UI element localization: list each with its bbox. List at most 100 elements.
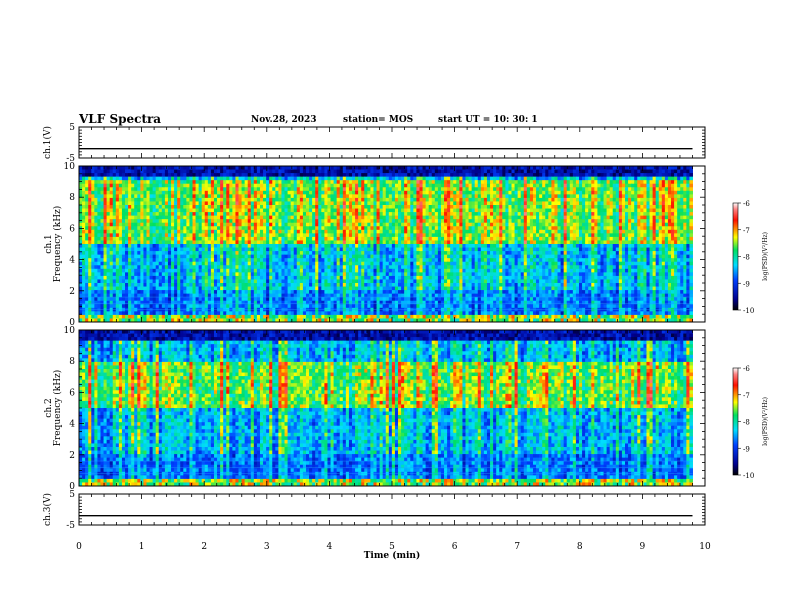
spectrogram-cell xyxy=(223,216,227,220)
spectrogram-cell xyxy=(337,223,341,227)
spectrogram-cell xyxy=(131,191,135,195)
spectrogram-cell xyxy=(288,170,292,174)
spectrogram-cell xyxy=(355,170,359,174)
spectrogram-cell xyxy=(223,184,227,188)
spectrogram-cell xyxy=(456,230,460,234)
spectrogram-cell xyxy=(607,177,611,181)
spectrogram-cell xyxy=(337,244,341,248)
spectrogram-cell xyxy=(401,209,405,213)
spectrogram-cell xyxy=(146,223,150,227)
spectrogram-cell xyxy=(275,166,279,170)
spectrogram-cell xyxy=(392,209,396,213)
spectrogram-cell xyxy=(272,180,276,184)
spectrogram-cell xyxy=(352,173,356,177)
spectrogram-cell xyxy=(576,240,580,244)
spectrogram-cell xyxy=(539,223,543,227)
spectrogram-cell xyxy=(567,230,571,234)
spectrogram-cell xyxy=(82,233,86,237)
spectrogram-cell xyxy=(100,233,104,237)
spectrogram-cell xyxy=(297,240,301,244)
spectrogram-cell xyxy=(315,226,319,230)
spectrogram-cell xyxy=(530,166,534,170)
spectrogram-cell xyxy=(502,166,506,170)
spectrogram-cell xyxy=(174,198,178,202)
spectrogram-cell xyxy=(239,219,243,223)
spectrogram-cell xyxy=(150,173,154,177)
spectrogram-cell xyxy=(125,170,129,174)
spectrogram-cell xyxy=(628,198,632,202)
spectrogram-cell xyxy=(472,173,476,177)
spectrogram-cell xyxy=(542,205,546,209)
spectrogram-cell xyxy=(530,237,534,241)
spectrogram-cell xyxy=(653,226,657,230)
spectrogram-cell xyxy=(656,209,660,213)
spectrogram-cell xyxy=(539,244,543,248)
spectrogram-cell xyxy=(278,216,282,220)
spectrogram-cell xyxy=(689,212,693,216)
spectrogram-cell xyxy=(631,223,635,227)
spectrogram-cell xyxy=(168,248,172,252)
spectrogram-cell xyxy=(398,226,402,230)
spectrogram-cell xyxy=(318,230,322,234)
spectrogram-cell xyxy=(361,198,365,202)
spectrogram-cell xyxy=(343,251,347,255)
spectrogram-cell xyxy=(337,209,341,213)
spectrogram-cell xyxy=(659,216,663,220)
spectrogram-cell xyxy=(576,244,580,248)
spectrogram-cell xyxy=(367,184,371,188)
spectrogram-cell xyxy=(521,248,525,252)
spectrogram-cell xyxy=(309,216,313,220)
spectrogram-cell xyxy=(493,230,497,234)
spectrogram-cell xyxy=(189,191,193,195)
spectrogram-cell xyxy=(527,237,531,241)
spectrogram-cell xyxy=(462,244,466,248)
spectrogram-cell xyxy=(665,240,669,244)
spectrogram-cell xyxy=(174,194,178,198)
spectrogram-cell xyxy=(438,248,442,252)
spectrogram-cell xyxy=(459,244,463,248)
spectrogram-cell xyxy=(662,180,666,184)
spectrogram-cell xyxy=(462,180,466,184)
spectrogram-cell xyxy=(622,216,626,220)
spectrogram-cell xyxy=(539,230,543,234)
spectrogram-cell xyxy=(327,198,331,202)
spectrogram-cell xyxy=(579,173,583,177)
spectrogram-cell xyxy=(456,233,460,237)
spectrogram-cell xyxy=(438,173,442,177)
spectrogram-cell xyxy=(668,223,672,227)
spectrogram-cell xyxy=(162,191,166,195)
spectrogram-cell xyxy=(269,216,273,220)
spectrogram-cell xyxy=(321,191,325,195)
spectrogram-cell xyxy=(202,205,206,209)
spectrogram-cell xyxy=(202,212,206,216)
spectrogram-cell xyxy=(373,194,377,198)
spectrogram-cell xyxy=(683,219,687,223)
spectrogram-cell xyxy=(239,248,243,252)
spectrogram-cell xyxy=(493,212,497,216)
spectrogram-cell xyxy=(122,233,126,237)
spectrogram-cell xyxy=(576,177,580,181)
spectrogram-cell xyxy=(189,212,193,216)
spectrogram-cell xyxy=(211,198,215,202)
spectrogram-cell xyxy=(619,212,623,216)
spectrogram-cell xyxy=(162,248,166,252)
spectrogram-cell xyxy=(364,173,368,177)
spectrogram-cell xyxy=(180,223,184,227)
spectrogram-cell xyxy=(558,223,562,227)
spectrogram-cell xyxy=(297,166,301,170)
spectrogram-cell xyxy=(453,244,457,248)
spectrogram-cell xyxy=(82,237,86,241)
spectrogram-cell xyxy=(570,173,574,177)
spectrogram-cell xyxy=(469,233,473,237)
spectrogram-cell xyxy=(110,173,114,177)
spectrogram-cell xyxy=(432,191,436,195)
spectrogram-cell xyxy=(217,209,221,213)
spectrogram-cell xyxy=(447,233,451,237)
spectrogram-cell xyxy=(438,198,442,202)
spectrogram-cell xyxy=(116,226,120,230)
spectrogram-cell xyxy=(202,191,206,195)
spectrogram-cell xyxy=(441,187,445,191)
spectrogram-cell xyxy=(637,219,641,223)
spectrogram-cell xyxy=(386,244,390,248)
spectrogram-cell xyxy=(607,223,611,227)
